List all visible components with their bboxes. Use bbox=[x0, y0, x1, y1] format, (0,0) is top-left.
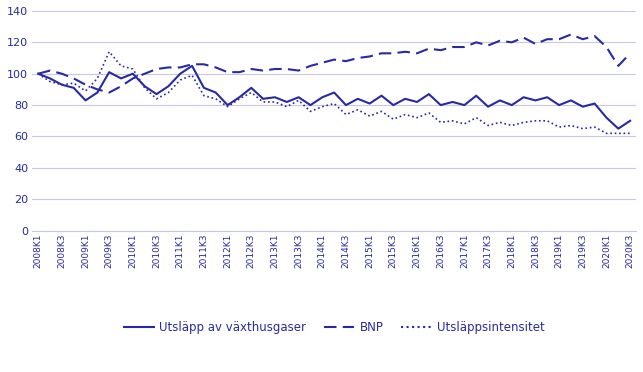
BNP bbox=[615, 64, 622, 68]
BNP bbox=[176, 65, 184, 70]
BNP bbox=[224, 70, 231, 74]
Line: Utsläppsintensitet: Utsläppsintensitet bbox=[38, 52, 630, 133]
BNP bbox=[235, 70, 243, 74]
BNP bbox=[626, 51, 634, 55]
BNP bbox=[34, 71, 42, 76]
Utsläppsintensitet bbox=[615, 131, 622, 135]
BNP bbox=[105, 90, 113, 95]
Utsläppsintensitet bbox=[224, 105, 231, 109]
Utsläppsintensitet bbox=[602, 131, 610, 135]
Line: BNP: BNP bbox=[38, 35, 630, 93]
Line: Utsläpp av växthusgaser: Utsläpp av växthusgaser bbox=[38, 66, 630, 129]
Utsläppsintensitet bbox=[34, 71, 42, 76]
Utsläpp av växthusgaser bbox=[602, 115, 610, 120]
Utsläpp av växthusgaser bbox=[165, 84, 172, 89]
BNP bbox=[567, 32, 575, 37]
Utsläpp av växthusgaser bbox=[188, 64, 196, 68]
Utsläppsintensitet bbox=[626, 131, 634, 135]
Utsläpp av växthusgaser bbox=[224, 103, 231, 108]
Utsläppsintensitet bbox=[105, 49, 113, 54]
Utsläpp av växthusgaser bbox=[626, 119, 634, 123]
Utsläppsintensitet bbox=[235, 97, 243, 101]
BNP bbox=[437, 48, 444, 52]
Utsläppsintensitet bbox=[176, 78, 184, 82]
Utsläpp av växthusgaser bbox=[34, 71, 42, 76]
Utsläppsintensitet bbox=[437, 120, 444, 125]
Legend: Utsläpp av växthusgaser, BNP, Utsläppsintensitet: Utsläpp av växthusgaser, BNP, Utsläppsin… bbox=[120, 317, 549, 339]
Utsläpp av växthusgaser bbox=[615, 126, 622, 131]
BNP bbox=[473, 40, 480, 45]
Utsläpp av växthusgaser bbox=[473, 93, 480, 98]
Utsläpp av växthusgaser bbox=[437, 103, 444, 108]
Utsläppsintensitet bbox=[473, 115, 480, 120]
Utsläpp av växthusgaser bbox=[235, 95, 243, 99]
